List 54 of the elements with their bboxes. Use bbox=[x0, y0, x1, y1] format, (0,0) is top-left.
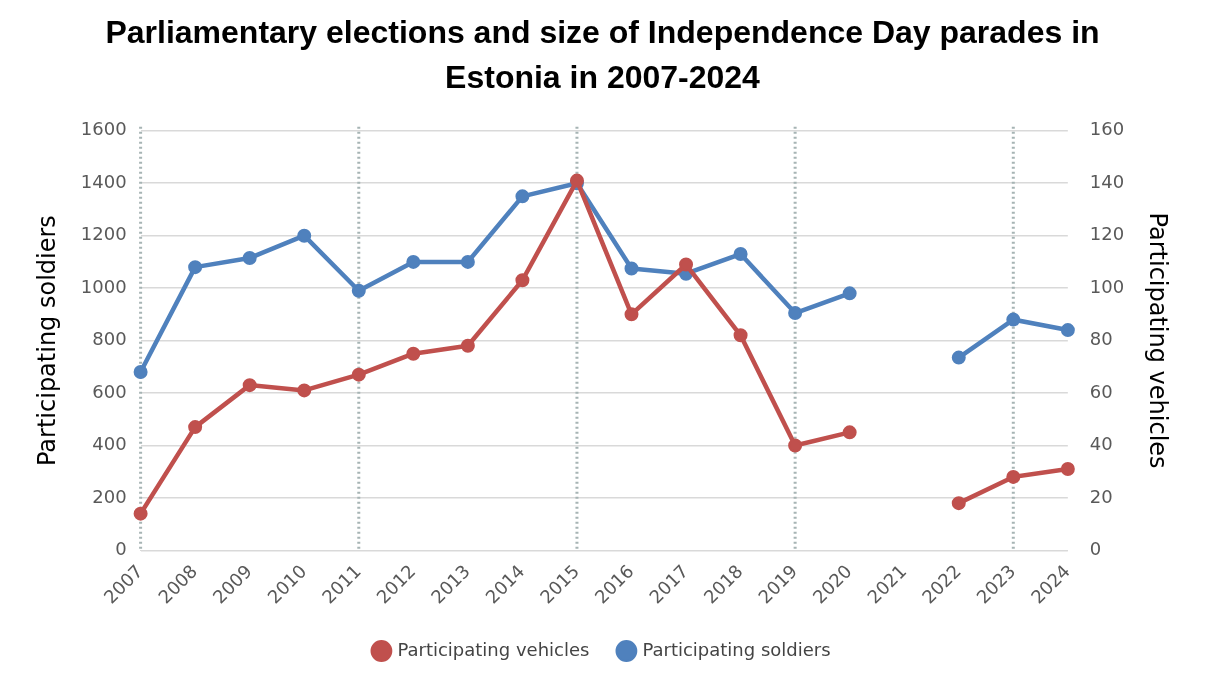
point bbox=[733, 247, 748, 262]
point bbox=[951, 350, 966, 365]
chart-title: Parliamentary elections and size of Independence Day parades in Estonia in 2007-2024 bbox=[104, 13, 1101, 97]
point bbox=[460, 254, 475, 269]
point bbox=[460, 338, 475, 353]
y2-tick-label: 120 bbox=[1089, 223, 1125, 245]
point bbox=[297, 383, 312, 398]
point bbox=[515, 189, 530, 204]
point bbox=[842, 425, 857, 440]
y2-tick-label: 60 bbox=[1089, 380, 1113, 402]
point bbox=[297, 228, 312, 243]
point bbox=[242, 250, 257, 265]
point bbox=[351, 367, 366, 382]
point bbox=[951, 496, 966, 511]
y-tick-label: 600 bbox=[92, 380, 127, 402]
y2-tick-label: 100 bbox=[1089, 275, 1125, 297]
point bbox=[406, 254, 421, 269]
point bbox=[133, 506, 148, 521]
y-tick-label: 0 bbox=[115, 538, 127, 560]
y-tick-label: 400 bbox=[92, 433, 127, 455]
y2-tick-label: 160 bbox=[1089, 118, 1125, 140]
point bbox=[733, 328, 748, 343]
y-tick-label: 800 bbox=[92, 328, 127, 350]
legend-label: Participating soldiers bbox=[642, 638, 831, 660]
y-tick-label: 1600 bbox=[80, 118, 127, 140]
point bbox=[788, 438, 803, 453]
y-tick-label: 1000 bbox=[80, 275, 127, 297]
y2-tick-label: 20 bbox=[1089, 485, 1113, 507]
point bbox=[624, 307, 639, 322]
point bbox=[406, 346, 421, 361]
point bbox=[1060, 462, 1075, 477]
point bbox=[1006, 469, 1021, 484]
point bbox=[842, 286, 857, 301]
point bbox=[188, 260, 203, 275]
y2-tick-label: 0 bbox=[1089, 538, 1102, 560]
y-tick-label: 1200 bbox=[80, 223, 127, 245]
point bbox=[1006, 312, 1021, 327]
legend-label: Participating vehicles bbox=[397, 638, 590, 660]
point bbox=[133, 365, 148, 380]
y-tick-label: 1400 bbox=[80, 170, 127, 192]
y2-tick-label: 40 bbox=[1089, 433, 1113, 455]
point bbox=[679, 257, 694, 272]
y-axis-title: Participating soldiers bbox=[32, 215, 61, 467]
point bbox=[242, 378, 257, 393]
point bbox=[188, 420, 203, 435]
point bbox=[351, 283, 366, 298]
point bbox=[788, 306, 803, 321]
y2-tick-label: 80 bbox=[1089, 328, 1113, 350]
point bbox=[1060, 323, 1075, 338]
point bbox=[515, 273, 530, 288]
y2-axis-title: Participating vehicles bbox=[1144, 212, 1173, 469]
y2-tick-label: 140 bbox=[1089, 170, 1125, 192]
point bbox=[624, 261, 639, 276]
y-tick-label: 200 bbox=[92, 485, 127, 507]
